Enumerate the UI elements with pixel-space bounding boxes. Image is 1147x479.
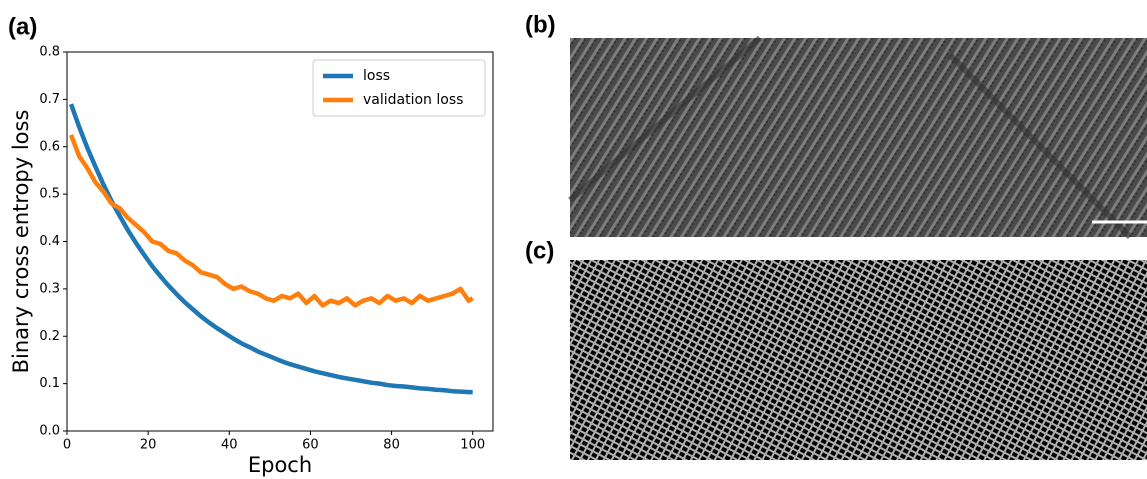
x-tick-label: 20 — [140, 438, 157, 453]
panel-label: (a) — [8, 13, 37, 40]
x-axis-label: Epoch — [248, 453, 312, 477]
legend-box — [312, 59, 486, 117]
y-axis-label: Binary cross entropy loss — [9, 110, 33, 374]
y-tick-label: 0.0 — [39, 424, 60, 439]
y-tick-label: 0.3 — [39, 281, 60, 296]
y-tick-label: 0.1 — [39, 376, 60, 391]
y-tick-label: 0.5 — [39, 187, 60, 202]
plot: 0.0 0.1 0.2 0.3 0.4 0.5 0.6 0.7 0.8 0 20 40 60 80 100 E… — [9, 45, 494, 477]
x-tick-label: 100 — [460, 438, 485, 453]
image-boundary — [568, 35, 1133, 240]
segmentation-image — [570, 260, 1147, 460]
y-tick-label: 0.7 — [39, 92, 60, 107]
legend-label: validation loss — [363, 92, 463, 108]
series-line — [68, 134, 474, 308]
y-tick-label: 0.6 — [39, 139, 60, 154]
panel-label: (c) — [525, 237, 554, 264]
y-tick-label: 0.4 — [39, 234, 60, 249]
y-tick-label: 0.2 — [39, 329, 60, 344]
x-tick-label: 40 — [221, 438, 238, 453]
x-tick-label: 0 — [63, 438, 71, 453]
series-line — [68, 103, 473, 395]
y-tick-label: 0.8 — [39, 45, 60, 60]
x-tick-label: 60 — [302, 438, 319, 453]
axes-frame — [66, 51, 494, 432]
legend-label: loss — [363, 68, 390, 84]
panel-label: (b) — [525, 11, 556, 38]
x-tick-label: 80 — [383, 438, 400, 453]
microscopy-image — [570, 38, 1147, 237]
